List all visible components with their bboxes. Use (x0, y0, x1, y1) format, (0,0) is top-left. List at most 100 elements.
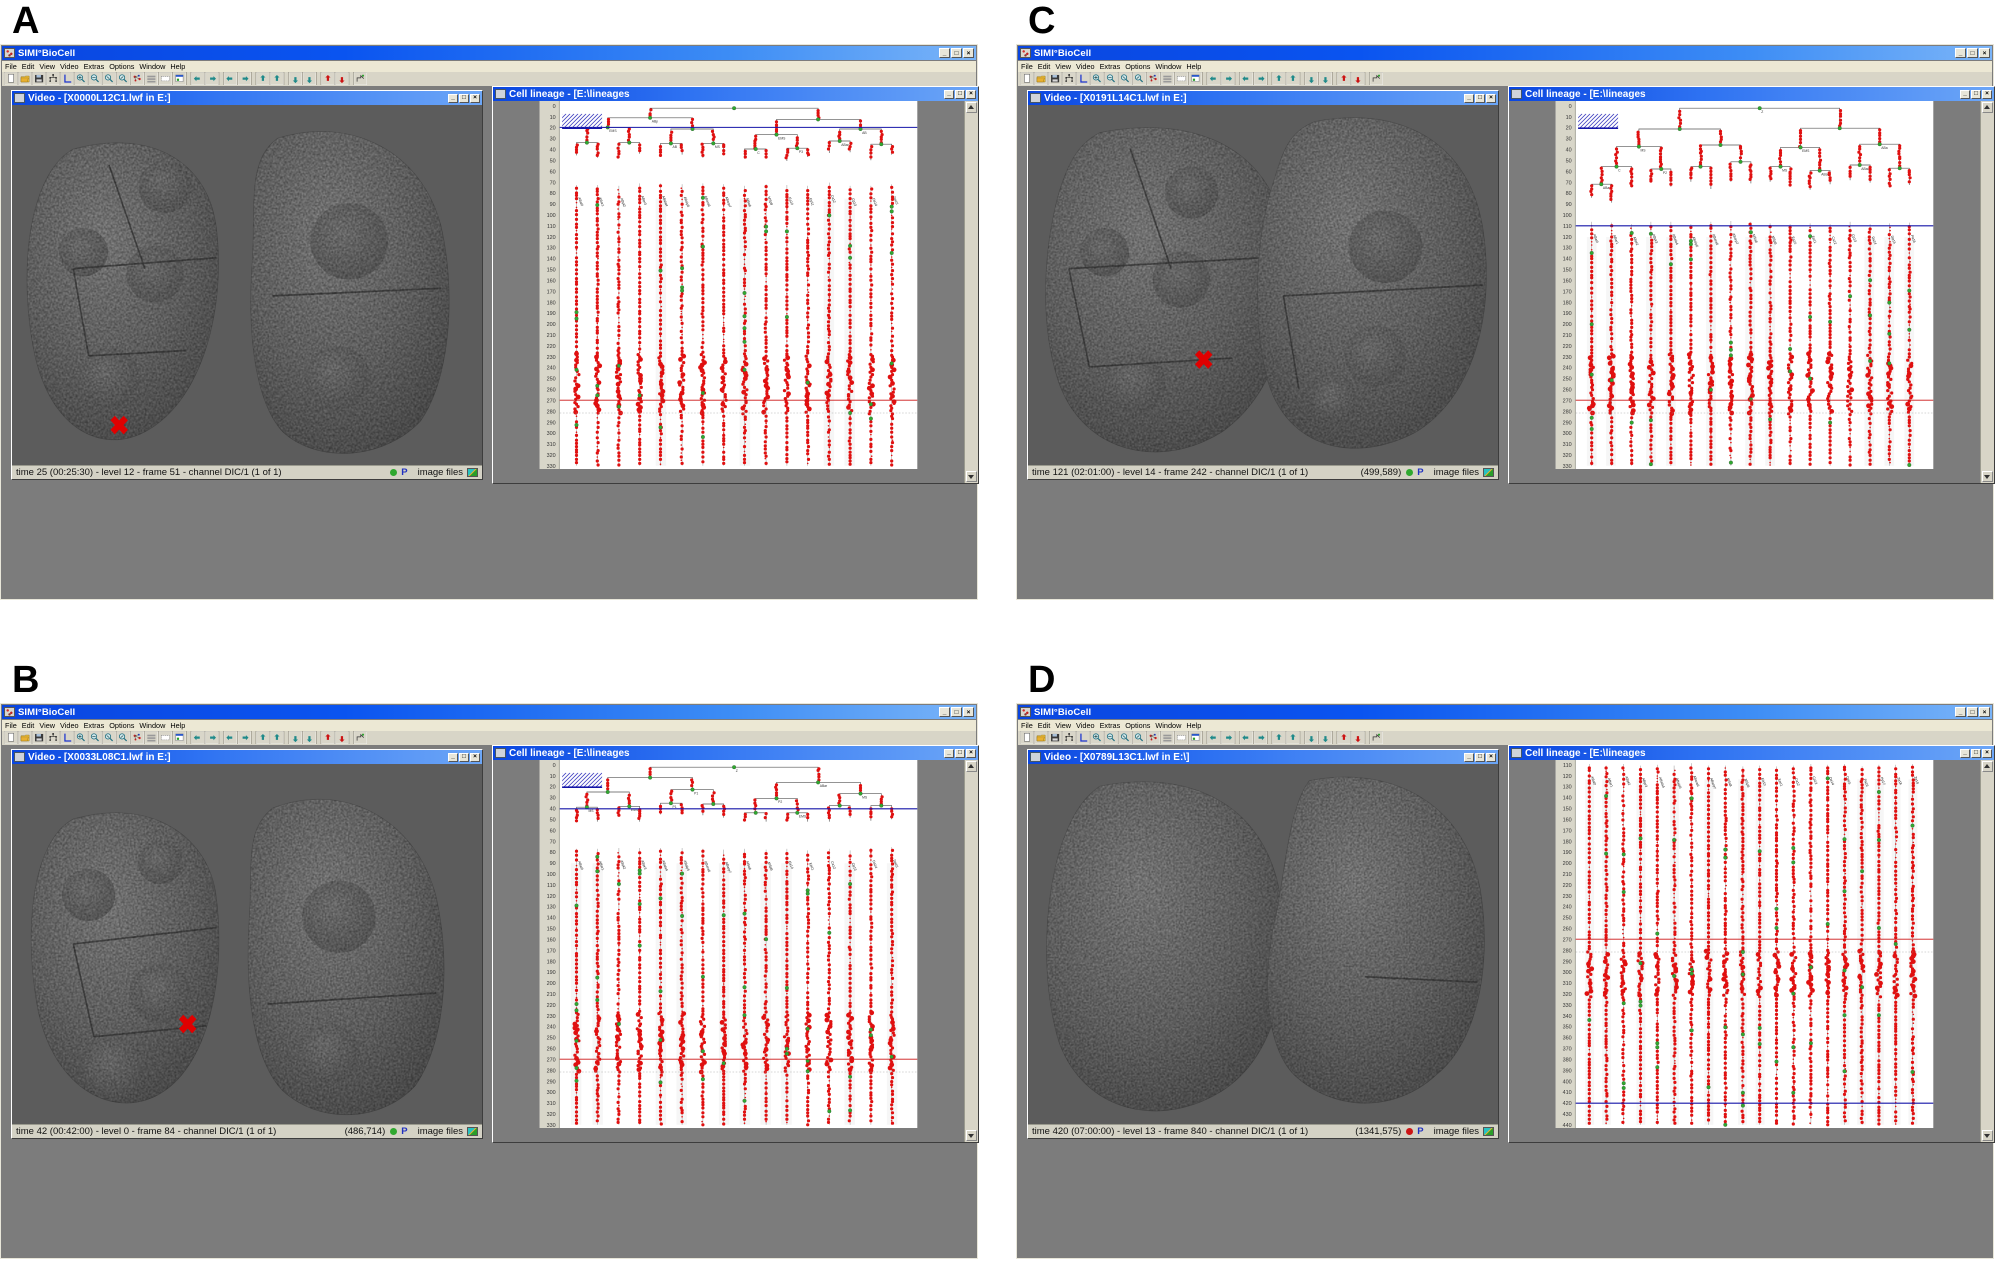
svg-text:200: 200 (1563, 322, 1572, 328)
svg-text:60: 60 (550, 169, 556, 175)
svg-text:310: 310 (547, 1101, 556, 1107)
svg-text:ABa: ABa (1821, 172, 1827, 176)
svg-text:Z: Z (1761, 110, 1763, 114)
svg-text:P2: P2 (778, 800, 782, 804)
svg-text:100: 100 (1563, 213, 1572, 219)
svg-text:P3: P3 (799, 150, 803, 154)
svg-text:180: 180 (547, 959, 556, 965)
svg-text:120: 120 (547, 894, 556, 900)
svg-text:70: 70 (1566, 180, 1572, 186)
svg-text:210: 210 (547, 333, 556, 339)
svg-text:40: 40 (1566, 147, 1572, 153)
svg-text:10: 10 (1566, 115, 1572, 121)
svg-text:310: 310 (1563, 442, 1572, 448)
svg-text:130: 130 (1563, 246, 1572, 252)
svg-text:140: 140 (547, 916, 556, 922)
svg-text:250: 250 (1563, 377, 1572, 383)
svg-text:330: 330 (547, 1123, 556, 1128)
svg-text:330: 330 (547, 464, 556, 469)
svg-text:80: 80 (550, 191, 556, 197)
svg-text:Z: Z (736, 769, 738, 773)
svg-text:220: 220 (547, 1003, 556, 1009)
svg-text:230: 230 (1563, 355, 1572, 361)
svg-text:80: 80 (550, 850, 556, 856)
svg-text:ABp: ABp (652, 120, 658, 124)
svg-text:70: 70 (550, 839, 556, 845)
svg-text:✖: ✖ (177, 1011, 198, 1040)
svg-text:330: 330 (1563, 464, 1572, 469)
svg-text:310: 310 (547, 442, 556, 448)
svg-text:200: 200 (547, 981, 556, 987)
svg-text:70: 70 (550, 180, 556, 186)
svg-text:170: 170 (547, 948, 556, 954)
svg-text:20: 20 (1566, 126, 1572, 132)
svg-text:140: 140 (1563, 257, 1572, 263)
svg-text:210: 210 (1563, 333, 1572, 339)
svg-text:110: 110 (547, 224, 556, 230)
svg-text:290: 290 (547, 1079, 556, 1085)
svg-text:EMS: EMS (609, 129, 617, 133)
svg-text:10: 10 (550, 774, 556, 780)
svg-text:280: 280 (547, 1068, 556, 1074)
svg-text:0: 0 (1569, 104, 1572, 110)
svg-text:180: 180 (1563, 300, 1572, 306)
svg-text:240: 240 (547, 366, 556, 372)
svg-text:20: 20 (550, 126, 556, 132)
svg-text:160: 160 (1563, 278, 1572, 284)
svg-text:50: 50 (550, 158, 556, 164)
svg-text:150: 150 (1563, 267, 1572, 273)
svg-text:120: 120 (1563, 235, 1572, 241)
svg-text:190: 190 (1563, 311, 1572, 317)
svg-text:250: 250 (547, 377, 556, 383)
svg-text:150: 150 (547, 926, 556, 932)
svg-text:MS: MS (715, 145, 721, 149)
svg-text:130: 130 (547, 246, 556, 252)
svg-text:ABa: ABa (1881, 146, 1887, 150)
svg-text:MS: MS (862, 795, 868, 799)
svg-text:280: 280 (1563, 409, 1572, 415)
svg-text:90: 90 (550, 202, 556, 208)
svg-text:30: 30 (550, 137, 556, 143)
svg-text:40: 40 (550, 806, 556, 812)
svg-text:180: 180 (547, 300, 556, 306)
svg-text:190: 190 (547, 311, 556, 317)
svg-text:300: 300 (1563, 431, 1572, 437)
svg-text:60: 60 (1566, 169, 1572, 175)
svg-text:30: 30 (550, 796, 556, 802)
svg-text:190: 190 (547, 970, 556, 976)
svg-text:P1: P1 (694, 791, 698, 795)
svg-text:AB: AB (673, 145, 678, 149)
svg-text:EMS: EMS (1802, 149, 1810, 153)
svg-text:90: 90 (550, 861, 556, 867)
svg-text:ABar: ABar (1861, 167, 1869, 171)
svg-text:230: 230 (547, 355, 556, 361)
svg-text:260: 260 (547, 1046, 556, 1052)
svg-text:50: 50 (1566, 158, 1572, 164)
svg-text:140: 140 (547, 257, 556, 263)
svg-text:100: 100 (547, 872, 556, 878)
svg-text:✖: ✖ (1193, 346, 1214, 375)
svg-text:170: 170 (547, 289, 556, 295)
svg-text:270: 270 (1563, 398, 1572, 404)
svg-text:40: 40 (550, 147, 556, 153)
svg-text:✖: ✖ (109, 412, 130, 441)
svg-text:0: 0 (553, 763, 556, 769)
svg-text:240: 240 (1563, 366, 1572, 372)
svg-text:210: 210 (547, 992, 556, 998)
svg-text:200: 200 (547, 322, 556, 328)
svg-text:20: 20 (550, 785, 556, 791)
svg-text:110: 110 (547, 883, 556, 889)
svg-text:300: 300 (547, 1090, 556, 1096)
svg-text:220: 220 (1563, 344, 1572, 350)
svg-text:260: 260 (1563, 387, 1572, 393)
svg-text:80: 80 (1566, 191, 1572, 197)
svg-text:220: 220 (547, 344, 556, 350)
svg-text:EMS: EMS (778, 136, 786, 140)
svg-text:ABa: ABa (1603, 186, 1609, 190)
svg-text:230: 230 (547, 1014, 556, 1020)
svg-text:270: 270 (547, 398, 556, 404)
svg-text:320: 320 (547, 453, 556, 459)
svg-text:110: 110 (1563, 224, 1572, 230)
svg-text:320: 320 (1563, 453, 1572, 459)
svg-text:160: 160 (547, 278, 556, 284)
